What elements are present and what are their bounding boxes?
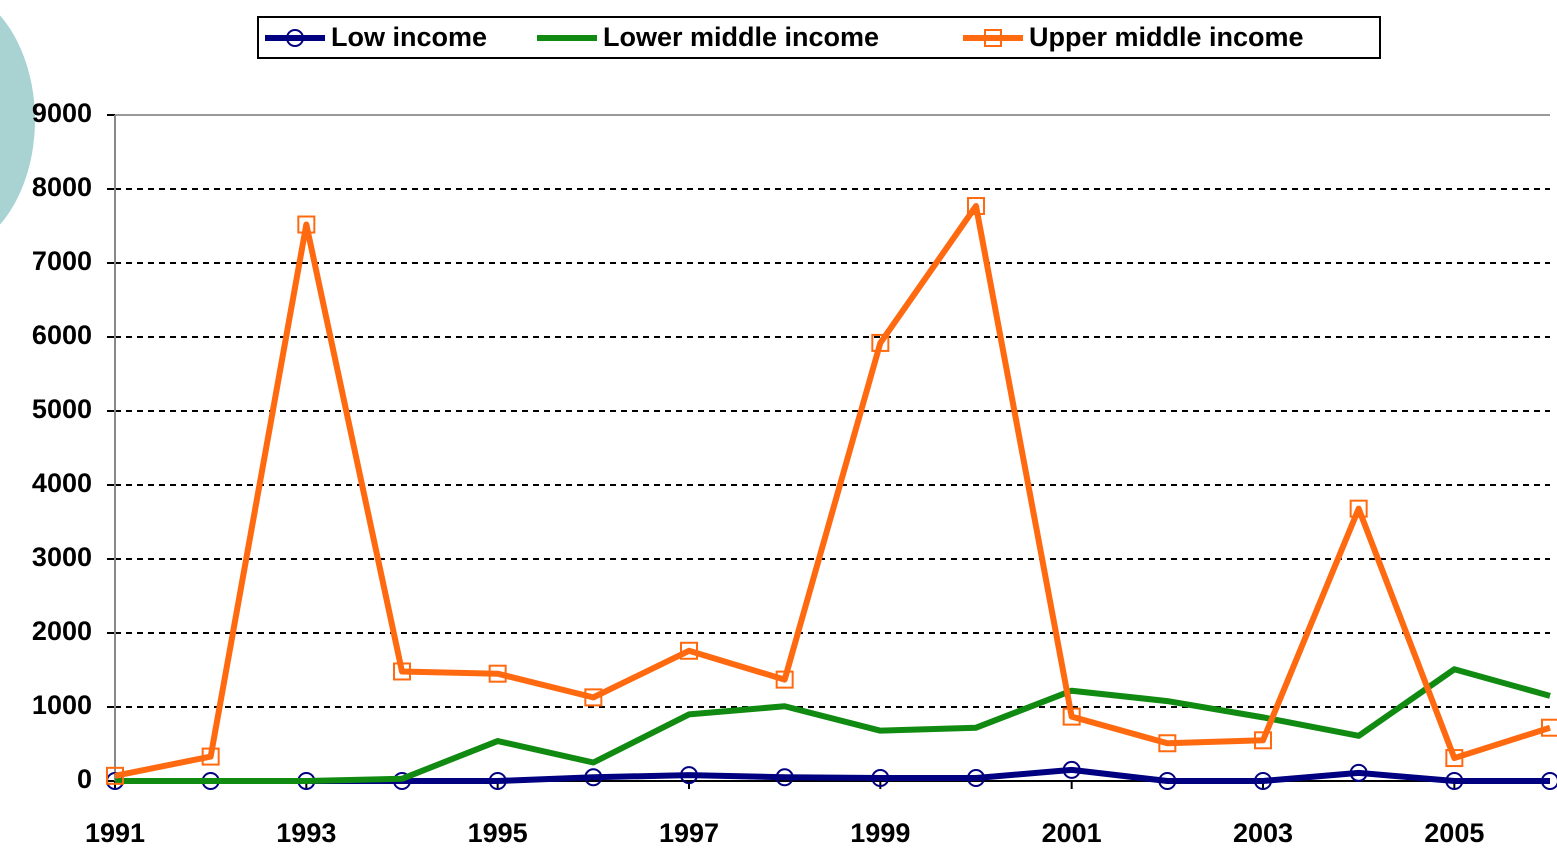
x-tick-label: 2003: [1233, 818, 1293, 848]
point-marker: [871, 769, 890, 788]
y-tick-label: 1000: [32, 690, 92, 720]
point-marker: [775, 768, 794, 787]
point-marker: [1349, 499, 1368, 518]
point-marker: [984, 29, 1002, 47]
point-marker: [584, 768, 603, 787]
point-marker: [1062, 760, 1081, 779]
point-marker: [1158, 772, 1177, 790]
y-tick-label: 7000: [32, 246, 92, 276]
point-marker: [488, 664, 507, 683]
legend-label: Lower middle income: [603, 22, 879, 52]
point-marker: [680, 641, 698, 660]
legend-label: Upper middle income: [1029, 22, 1304, 52]
point-marker: [1062, 707, 1081, 726]
point-marker: [967, 769, 985, 788]
point-marker: [393, 662, 411, 681]
legend-label: Low income: [331, 22, 487, 52]
y-tick-label: 2000: [32, 616, 92, 646]
x-tick-label: 1997: [659, 818, 719, 848]
x-tick-label: 1991: [85, 818, 145, 848]
point-marker: [488, 772, 507, 790]
point-marker: [1541, 772, 1557, 790]
point-marker: [1445, 772, 1464, 790]
x-tick-label: 2001: [1042, 818, 1102, 848]
y-tick-label: 3000: [32, 542, 92, 572]
legend-box: [257, 16, 1381, 59]
decoration-circle: [0, 15, 35, 225]
point-marker: [106, 766, 124, 785]
y-tick-label: 9000: [32, 98, 92, 128]
point-marker: [584, 688, 603, 707]
point-marker: [1254, 731, 1272, 750]
point-marker: [1349, 763, 1368, 782]
x-tick-label: 1993: [276, 818, 336, 848]
point-marker: [1445, 749, 1464, 768]
y-tick-label: 5000: [32, 394, 92, 424]
point-marker: [967, 197, 985, 216]
point-marker: [1158, 734, 1177, 753]
point-marker: [201, 747, 220, 766]
series-line: [114, 203, 1551, 779]
y-tick-label: 8000: [32, 172, 92, 202]
point-marker: [1254, 772, 1272, 790]
y-tick-label: 0: [77, 764, 92, 794]
point-marker: [680, 766, 698, 785]
x-tick-label: 1995: [468, 818, 528, 848]
point-marker: [286, 29, 304, 47]
series-line: [115, 666, 1551, 784]
x-tick-label: 1999: [850, 818, 910, 848]
x-tick-label: 2005: [1424, 818, 1484, 848]
point-marker: [1541, 718, 1557, 737]
point-marker: [775, 670, 794, 689]
y-tick-label: 6000: [32, 320, 92, 350]
point-marker: [871, 333, 890, 352]
point-marker: [297, 215, 316, 234]
y-tick-label: 4000: [32, 468, 92, 498]
